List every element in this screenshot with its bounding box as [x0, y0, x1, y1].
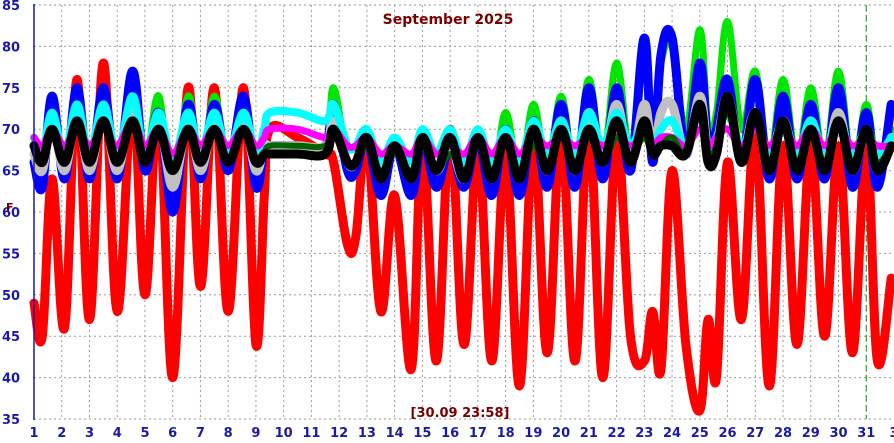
x-tick-label: 13: [358, 426, 376, 441]
x-tick-label: 10: [275, 426, 293, 441]
x-tick-label: 21: [580, 426, 598, 441]
x-tick-label: 9: [251, 426, 260, 441]
x-tick-label: 5: [140, 426, 149, 441]
x-tick-label: 11: [302, 426, 320, 441]
x-tick-label: 7: [196, 426, 205, 441]
x-tick-label: 22: [608, 426, 626, 441]
x-tick-label: 28: [774, 426, 792, 441]
y-tick-label: 85: [2, 0, 20, 14]
x-tick-label: 31: [857, 426, 875, 441]
x-tick-label: 14: [386, 426, 404, 441]
series-layer: [29, 18, 894, 416]
x-tick-label: 1: [29, 426, 38, 441]
y-tick-label: 50: [2, 289, 20, 304]
x-tick-label: 6: [168, 426, 177, 441]
chart-title: September 2025: [383, 12, 514, 28]
x-tick-label: 18: [497, 426, 515, 441]
x-tick-label: 26: [719, 426, 737, 441]
x-tick-label: 12: [330, 426, 348, 441]
y-tick-label: 70: [2, 123, 20, 138]
x-tick-label: 15: [413, 426, 431, 441]
y-axis-unit-label: F: [6, 201, 14, 214]
series-line-8: [29, 91, 894, 184]
x-tick-label: 27: [746, 426, 764, 441]
y-tick-label: 65: [2, 165, 20, 180]
y-tick-label: 40: [2, 372, 20, 387]
x-tick-label: 17: [469, 426, 487, 441]
x-tick-label: 30: [829, 426, 847, 441]
x-tick-label: 29: [802, 426, 820, 441]
y-tick-label: 60: [2, 206, 20, 221]
x-tick-label: 8: [224, 426, 233, 441]
x-tick-label: 4: [113, 426, 122, 441]
x-tick-label: 16: [441, 426, 459, 441]
x-tick-label: 2: [57, 426, 66, 441]
x-tick-label: 19: [524, 426, 542, 441]
x-tick-label: 23: [635, 426, 653, 441]
x-tick-label: 3: [889, 426, 894, 441]
timestamp-label: [30.09 23:58]: [411, 406, 510, 421]
x-tick-label: 24: [663, 426, 681, 441]
y-tick-label: 80: [2, 40, 20, 55]
y-tick-label: 75: [2, 82, 20, 97]
y-tick-label: 45: [2, 330, 20, 345]
y-tick-label: 35: [2, 413, 20, 428]
x-tick-label: 20: [552, 426, 570, 441]
x-tick-label: 25: [691, 426, 709, 441]
y-tick-label: 55: [2, 247, 20, 262]
x-tick-label: 3: [85, 426, 94, 441]
